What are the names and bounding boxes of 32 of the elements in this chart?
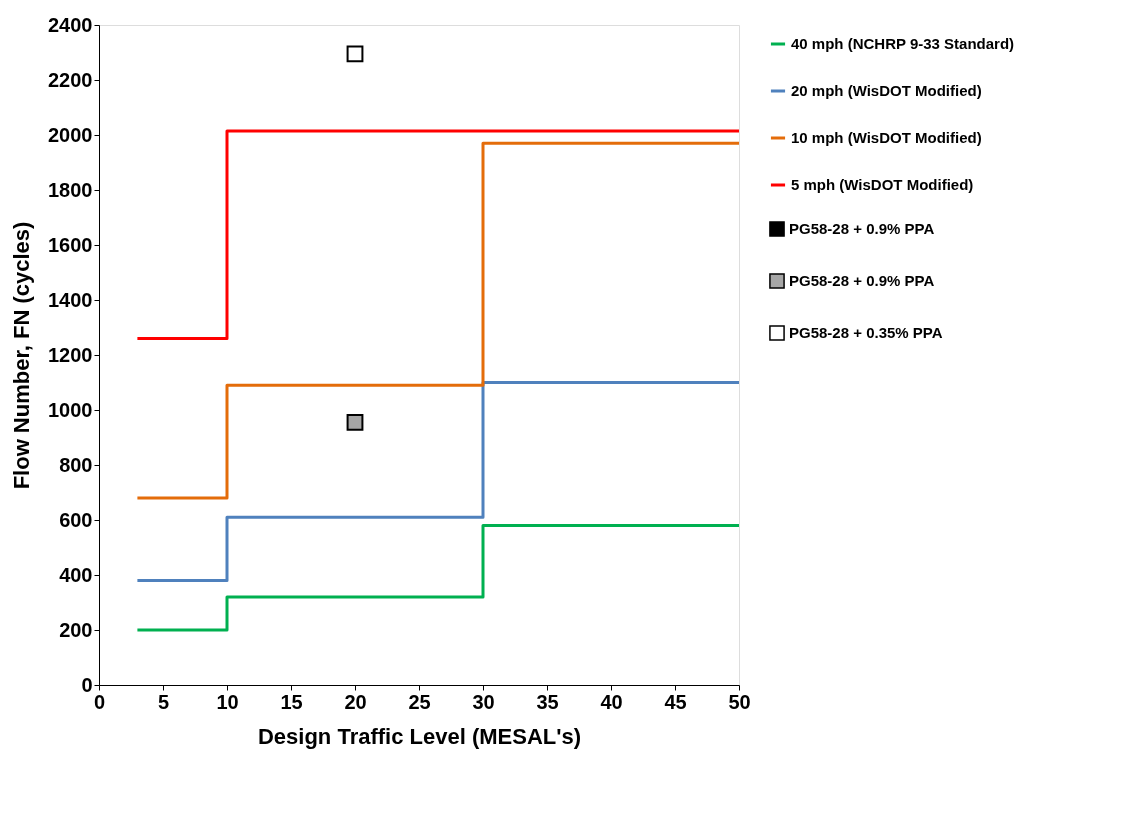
y-tick-label: 1600 (48, 233, 93, 256)
x-tick-label: 35 (536, 690, 559, 713)
y-tick-label: 2000 (48, 123, 93, 146)
y-tick-label: 1000 (48, 398, 93, 421)
legend-label: 40 mph (NCHRP 9-33 Standard) (791, 35, 1015, 52)
x-tick-label: 45 (664, 690, 687, 713)
x-tick-label: 10 (216, 690, 239, 713)
legend-label: PG58-28 + 0.9% PPA (789, 220, 935, 237)
y-tick-label: 2200 (48, 68, 93, 91)
x-tick-label: 5 (157, 690, 170, 713)
x-tick-label: 50 (728, 690, 751, 713)
y-tick-label: 200 (59, 618, 93, 641)
legend-label: 5 mph (WisDOT Modified) (791, 176, 974, 193)
legend-label: 10 mph (WisDOT Modified) (791, 129, 982, 146)
legend-label: PG58-28 + 0.9% PPA (789, 272, 935, 289)
y-tick-label: 600 (59, 508, 93, 531)
x-tick-label: 40 (600, 690, 623, 713)
x-tick-label: 30 (472, 690, 495, 713)
legend-label: PG58-28 + 0.35% PPA (789, 324, 943, 341)
x-tick-label: 25 (408, 690, 431, 713)
y-tick-label: 400 (59, 563, 93, 586)
x-axis-title: Design Traffic Level (MESAL's) (257, 723, 582, 749)
y-tick-label: 1400 (48, 288, 93, 311)
y-tick-label: 1200 (48, 343, 93, 366)
legend-label: 20 mph (WisDOT Modified) (791, 82, 982, 99)
y-axis-title: Flow Number, FN (cycles) (9, 221, 35, 490)
y-tick-label: 2400 (48, 13, 93, 36)
y-tick-label: 0 (81, 673, 93, 696)
y-tick-label: 800 (59, 453, 93, 476)
x-tick-label: 15 (280, 690, 303, 713)
x-tick-label: 20 (344, 690, 367, 713)
y-tick-label: 1800 (48, 178, 93, 201)
